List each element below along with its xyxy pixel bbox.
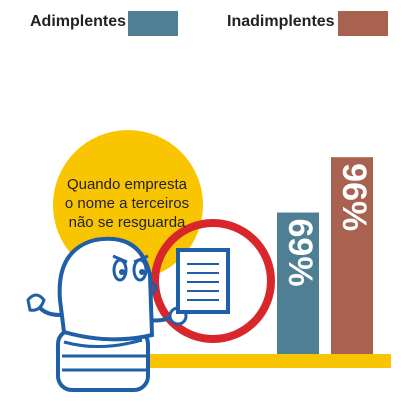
baseline-bar	[145, 354, 391, 368]
legend-label-inadimplentes: Inadimplentes	[227, 13, 335, 30]
callout-text: Quando empresta o nome a terceiros não s…	[52, 175, 202, 232]
legend-swatch-adimplentes	[128, 11, 178, 36]
legend-swatch-inadimplentes	[338, 11, 388, 36]
bar-value-label: 69%	[281, 219, 319, 287]
callout-line: não se resguarda	[68, 214, 186, 231]
bar-value-label: 96%	[335, 163, 373, 231]
character-illustration	[26, 236, 188, 392]
document-icon	[176, 248, 230, 314]
bar-inadimplentes	[331, 157, 373, 354]
callout-line: Quando empresta	[66, 176, 188, 193]
callout-line: o nome a terceiros	[64, 195, 190, 212]
magnifier-ring	[151, 219, 275, 343]
legend-label-adimplentes: Adimplentes	[30, 13, 127, 30]
bar-adimplentes	[277, 212, 319, 354]
bars-group: 69% 96%	[277, 157, 373, 354]
